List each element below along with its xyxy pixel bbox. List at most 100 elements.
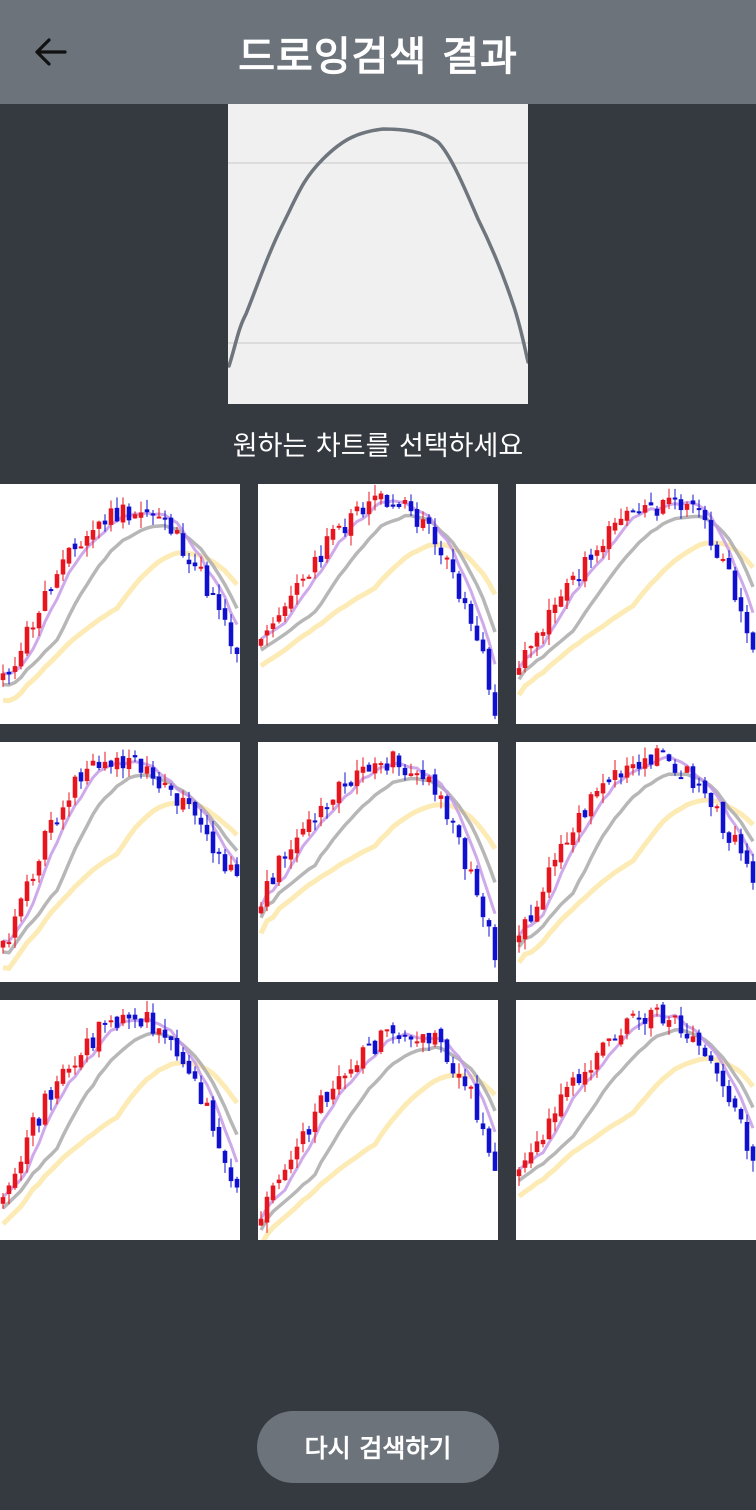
candlestick-chart [516, 488, 756, 697]
candle [552, 1106, 558, 1132]
candlestick-chart [516, 1002, 756, 1199]
candle [126, 1012, 132, 1030]
candle [408, 1034, 414, 1048]
candle [6, 668, 12, 685]
candle [672, 488, 678, 510]
candle [606, 776, 612, 785]
candle [108, 500, 114, 532]
candle [450, 549, 456, 579]
candle [258, 637, 264, 648]
result-chart-1[interactable] [0, 484, 240, 724]
candle [492, 684, 498, 720]
candle [660, 748, 666, 753]
candle [594, 787, 600, 799]
candle [678, 770, 684, 780]
app-header: 드로잉검색 결과 [0, 0, 756, 104]
candle [618, 770, 624, 785]
candle [210, 587, 216, 596]
result-chart-9[interactable] [516, 1000, 756, 1240]
candle [258, 902, 264, 915]
candle [78, 541, 84, 549]
candle [366, 762, 372, 772]
moving-average-line [2, 760, 239, 944]
result-chart-4[interactable] [0, 742, 240, 982]
candle [204, 814, 210, 841]
candle [162, 510, 168, 531]
candle [174, 793, 180, 814]
candle [18, 1155, 24, 1181]
candle [570, 1071, 576, 1096]
candle [90, 1032, 96, 1051]
candlestick-chart [258, 1022, 498, 1240]
candle [294, 1138, 300, 1169]
result-chart-5[interactable] [258, 742, 498, 982]
candle [168, 783, 174, 796]
candle [312, 813, 318, 831]
candle [342, 518, 348, 537]
moving-average-line [260, 499, 497, 665]
candle [546, 1108, 552, 1140]
candle [276, 607, 282, 624]
candle [66, 792, 72, 817]
candle [234, 646, 240, 663]
retry-search-button[interactable]: 다시 검색하기 [257, 1411, 499, 1483]
candle [138, 758, 144, 779]
candle [720, 801, 726, 840]
candle [432, 768, 438, 802]
candle [72, 1056, 78, 1075]
candle [48, 811, 54, 841]
candle [486, 918, 492, 937]
candle [300, 1122, 306, 1153]
candle [342, 772, 348, 794]
back-button[interactable] [22, 26, 78, 78]
candle [702, 1044, 708, 1057]
candle [78, 768, 84, 789]
drawn-pattern-panel [227, 104, 530, 404]
candle [426, 1032, 432, 1052]
result-chart-3[interactable] [516, 484, 756, 724]
candle [732, 1095, 738, 1112]
candle [528, 645, 534, 658]
candle [354, 759, 360, 795]
moving-average-line [259, 513, 497, 652]
candle [120, 749, 126, 779]
candle [450, 1056, 456, 1078]
candle [738, 1107, 744, 1124]
candle [648, 492, 654, 506]
candle [324, 1091, 330, 1108]
candle [306, 811, 312, 837]
result-chart-7[interactable] [0, 1000, 240, 1240]
candle [426, 775, 432, 786]
candle [438, 540, 444, 565]
arrow-left-icon [35, 38, 67, 66]
candlestick-chart [0, 497, 240, 704]
candle [186, 1055, 192, 1075]
candle [552, 597, 558, 624]
candle [36, 859, 42, 883]
candle [120, 497, 126, 529]
candle [378, 761, 384, 774]
candle [738, 828, 744, 861]
candle [318, 1089, 324, 1115]
candle [102, 514, 108, 532]
candle [204, 561, 210, 598]
result-chart-8[interactable] [258, 1000, 498, 1240]
candle [24, 1129, 30, 1173]
candle [96, 520, 102, 539]
candle [408, 494, 414, 517]
candle [264, 870, 270, 912]
candle [618, 1028, 624, 1047]
candle [408, 763, 414, 777]
candle [606, 1038, 612, 1047]
candle [684, 501, 690, 517]
candle [180, 790, 186, 813]
drawn-curve [227, 127, 530, 368]
candle [492, 924, 498, 968]
result-chart-6[interactable] [516, 742, 756, 982]
candle [90, 753, 96, 766]
candle [420, 511, 426, 531]
candle [42, 829, 48, 867]
moving-average-line [517, 1055, 755, 1199]
candle [522, 916, 528, 950]
result-chart-2[interactable] [258, 484, 498, 724]
